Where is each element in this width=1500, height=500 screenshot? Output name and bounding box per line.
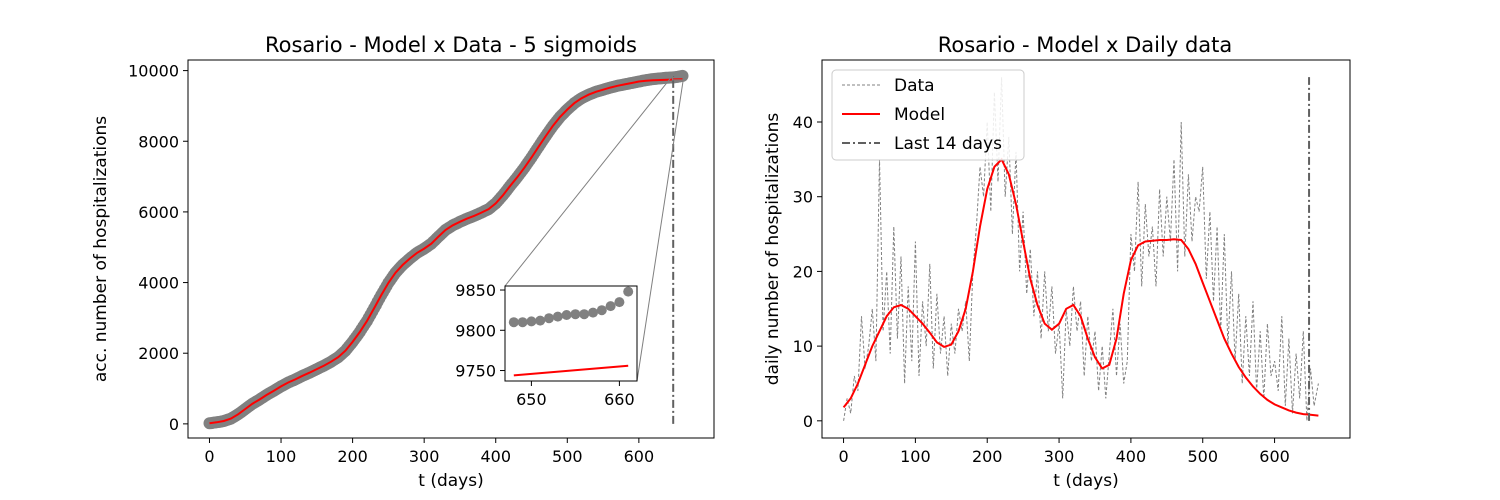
right-x-tick-label: 300	[1044, 447, 1075, 466]
right-x-tick-label: 0	[838, 447, 848, 466]
legend-last14-label: Last 14 days	[894, 134, 1002, 154]
right-y-tick-label: 40	[793, 113, 813, 132]
inset-x-tick-label: 650	[516, 390, 547, 409]
inset-x-tick-label: 660	[604, 390, 635, 409]
right-chart: Rosario - Model x Daily data 0 100 200 300 4…	[763, 33, 1351, 491]
right-x-tick-label: 600	[1259, 447, 1290, 466]
inset-data-point	[535, 315, 546, 326]
inset-data-point	[579, 309, 590, 320]
inset-y-tick-label: 9750	[455, 362, 496, 381]
left-x-axis-label: t (days)	[418, 471, 483, 491]
right-x-tick-label: 500	[1187, 447, 1218, 466]
inset-y-tick-label: 9850	[455, 281, 496, 300]
left-y-tick-label: 6000	[138, 203, 179, 222]
legend-data-label: Data	[894, 76, 935, 96]
inset-data-point	[570, 309, 581, 320]
right-y-tick-label: 10	[793, 337, 813, 356]
left-y-tick-label: 8000	[138, 132, 179, 151]
inset-data-point	[605, 301, 616, 312]
legend-box	[831, 69, 1025, 161]
right-y-tick-label: 20	[793, 262, 813, 281]
right-y-axis-label: daily number of hospitalizations	[763, 113, 783, 386]
right-y-axis: 0 10 20 30 40	[793, 113, 822, 431]
right-data-line	[843, 77, 1319, 421]
right-x-tick-label: 400	[1116, 447, 1147, 466]
zoom-connector	[504, 75, 673, 287]
left-chart-title: Rosario - Model x Data - 5 sigmoids	[265, 33, 637, 57]
left-chart: Rosario - Model x Data - 5 sigmoids 0 100…	[91, 33, 715, 491]
left-y-tick-label: 4000	[138, 274, 179, 293]
left-y-axis-label: acc. number of hospitalizations	[91, 116, 111, 382]
right-y-tick-label: 30	[793, 188, 813, 207]
inset-data-point	[561, 310, 572, 320]
right-plot-area	[842, 77, 1319, 421]
left-x-tick-label: 600	[624, 447, 655, 466]
inset-data-point	[552, 311, 563, 322]
zoom-connector	[636, 79, 684, 382]
left-y-axis: 0 2000 4000 6000 8000 10000	[128, 62, 188, 434]
right-model-line	[842, 157, 1319, 417]
right-axes-frame	[821, 59, 1351, 439]
left-x-tick-label: 0	[204, 447, 214, 466]
inset-y-tick-label: 9800	[455, 321, 496, 340]
left-x-axis: 0 100 200 300 400 500 600	[204, 438, 654, 466]
left-x-tick-label: 300	[409, 447, 440, 466]
inset-data-point	[588, 307, 598, 318]
left-inset: 650 660 9750 9800 9850	[455, 75, 684, 409]
inset-data-point	[623, 286, 634, 297]
left-x-tick-label: 200	[337, 447, 368, 466]
inset-data-point	[517, 317, 528, 328]
left-y-tick-label: 0	[169, 415, 179, 434]
left-x-tick-label: 400	[480, 447, 511, 466]
inset-data-point	[596, 305, 607, 316]
left-y-tick-label: 2000	[138, 344, 179, 363]
right-y-tick-label: 0	[803, 412, 813, 431]
left-plot-area	[203, 69, 689, 430]
left-x-tick-label: 100	[266, 447, 297, 466]
zoom-region	[671, 75, 684, 81]
left-axes-frame	[187, 59, 715, 439]
inset-data-point	[614, 297, 625, 308]
inset-data-point	[508, 317, 519, 328]
left-x-tick-label: 500	[552, 447, 583, 466]
inset-data-point	[544, 313, 554, 324]
right-x-tick-label: 100	[900, 447, 931, 466]
right-x-axis: 0 100 200 300 400 500 600	[838, 438, 1290, 466]
legend-model-label: Model	[894, 105, 945, 125]
right-x-axis-label: t (days)	[1053, 471, 1118, 491]
legend: Data Model Last 14 days	[831, 69, 1025, 161]
right-chart-title: Rosario - Model x Daily data	[938, 33, 1233, 57]
right-x-tick-label: 200	[972, 447, 1003, 466]
left-model-line	[209, 78, 683, 425]
left-y-tick-label: 10000	[128, 62, 179, 81]
inset-data-point	[526, 316, 537, 327]
inset-model-line	[513, 364, 629, 377]
